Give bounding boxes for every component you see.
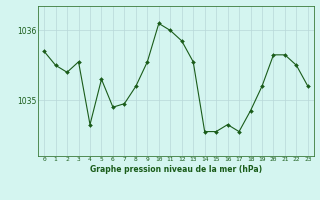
X-axis label: Graphe pression niveau de la mer (hPa): Graphe pression niveau de la mer (hPa) (90, 165, 262, 174)
